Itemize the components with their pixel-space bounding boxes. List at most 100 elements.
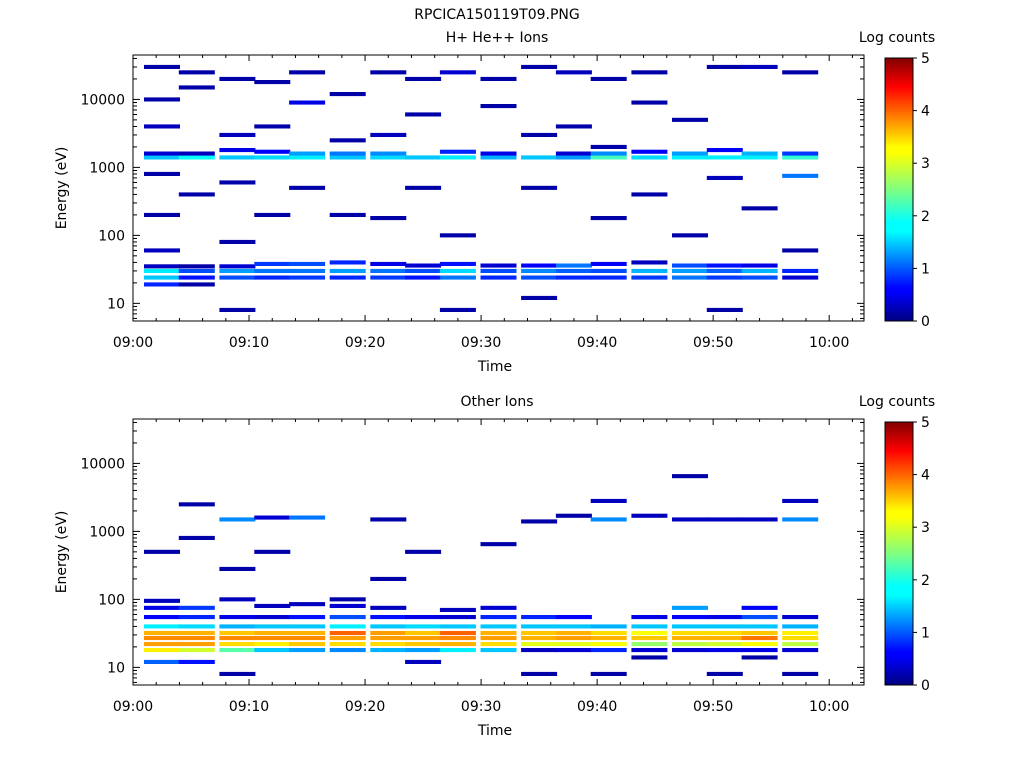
- heatmap-cell: [329, 624, 366, 629]
- heatmap-cell: [521, 155, 558, 160]
- heatmap-cell: [405, 624, 442, 629]
- heatmap-cell: [782, 155, 819, 160]
- heatmap-cell: [219, 268, 256, 273]
- heatmap-cell: [329, 636, 366, 641]
- heatmap-cell: [405, 185, 442, 190]
- heatmap-cell: [439, 70, 476, 75]
- heatmap-cell: [144, 624, 180, 629]
- heatmap-cell: [741, 517, 778, 522]
- heatmap-cell: [672, 631, 708, 636]
- heatmap-cell: [178, 268, 215, 273]
- heatmap-cell: [480, 631, 517, 636]
- heatmap-cells: [144, 64, 819, 312]
- heatmap-cell: [254, 155, 291, 160]
- heatmap-cell: [555, 155, 592, 160]
- panel-title: Other Ions: [460, 394, 533, 410]
- x-tick-label: 09:30: [461, 335, 501, 351]
- x-tick-label: 09:10: [229, 335, 269, 351]
- colorbar-tick-label: 0: [921, 678, 930, 694]
- heatmap-cell: [219, 671, 256, 676]
- heatmap-cell: [370, 268, 407, 273]
- heatmap-cell: [219, 631, 256, 636]
- heatmap-cell: [329, 648, 366, 653]
- heatmap-cell: [631, 70, 668, 75]
- x-tick-label: 09:10: [229, 699, 269, 715]
- heatmap-cell: [370, 70, 407, 75]
- y-tick-label: 10000: [80, 456, 125, 472]
- heatmap-cell: [219, 648, 256, 653]
- heatmap-cell: [289, 275, 326, 280]
- heatmap-cell: [370, 631, 407, 636]
- heatmap-cell: [706, 636, 743, 641]
- heatmap-cell: [782, 173, 819, 178]
- heatmap-cell: [782, 248, 819, 253]
- heatmap-cell: [254, 615, 291, 620]
- heatmap-cell: [405, 268, 442, 273]
- heatmap-cell: [329, 642, 366, 647]
- heatmap-cell: [439, 268, 476, 273]
- colorbar-tick-label: 4: [921, 104, 930, 120]
- y-tick-label: 100: [98, 228, 125, 244]
- heatmap-cell: [706, 648, 743, 653]
- heatmap-cell: [480, 615, 517, 620]
- heatmap-cell: [631, 260, 668, 265]
- heatmap-cell: [741, 64, 778, 69]
- heatmap-cell: [144, 631, 180, 636]
- heatmap-cell: [254, 149, 291, 154]
- heatmap-cell: [254, 642, 291, 647]
- heatmap-cell: [439, 631, 476, 636]
- colorbar: [884, 421, 914, 686]
- heatmap-cell: [706, 307, 743, 312]
- heatmap-cell: [144, 648, 180, 653]
- heatmap-cell: [329, 631, 366, 636]
- heatmap-cell: [555, 124, 592, 129]
- heatmap-cell: [590, 517, 627, 522]
- heatmap-cell: [144, 659, 180, 664]
- heatmap-cell: [590, 648, 627, 653]
- y-tick-label: 1000: [89, 160, 125, 176]
- heatmap-cell: [144, 282, 180, 287]
- heatmap-cell: [144, 151, 180, 156]
- heatmap-cell: [741, 636, 778, 641]
- y-tick-label: 10000: [80, 92, 125, 108]
- heatmap-cell: [329, 615, 366, 620]
- heatmap-cell: [480, 624, 517, 629]
- heatmap-cell: [741, 155, 778, 160]
- heatmap-cell: [178, 192, 215, 197]
- heatmap-cell: [254, 80, 291, 85]
- colorbar-tick-label: 5: [921, 415, 930, 431]
- x-tick-label: 09:20: [345, 699, 385, 715]
- heatmap-cell: [439, 149, 476, 154]
- heatmap-cell: [439, 636, 476, 641]
- heatmap-cell: [254, 624, 291, 629]
- heatmap-cell: [178, 605, 215, 610]
- heatmap-cell: [521, 64, 558, 69]
- heatmap-cell: [370, 261, 407, 266]
- heatmap-cell: [521, 671, 558, 676]
- heatmap-cell: [521, 275, 558, 280]
- colorbar-tick-label: 0: [921, 314, 930, 330]
- x-tick-label: 09:40: [577, 335, 617, 351]
- x-tick-label: 09:00: [113, 335, 153, 351]
- heatmap-cell: [405, 112, 442, 117]
- heatmap-cell: [329, 151, 366, 156]
- heatmap-cell: [672, 517, 708, 522]
- heatmap-cell: [370, 216, 407, 221]
- heatmap-cell: [741, 642, 778, 647]
- x-axis-label: Time: [477, 723, 512, 739]
- heatmap-cell: [178, 631, 215, 636]
- colorbar-tick-label: 3: [921, 156, 930, 172]
- heatmap-cell: [741, 275, 778, 280]
- heatmap-cell: [590, 144, 627, 149]
- heatmap-cell: [782, 671, 819, 676]
- heatmap-cell: [178, 659, 215, 664]
- heatmap-cell: [782, 268, 819, 273]
- heatmap-cell: [672, 474, 708, 479]
- heatmap-cell: [370, 275, 407, 280]
- colorbar-tick-label: 4: [921, 468, 930, 484]
- heatmap-cell: [370, 155, 407, 160]
- heatmap-cell: [254, 648, 291, 653]
- heatmap-cell: [178, 282, 215, 287]
- x-tick-label: 09:00: [113, 699, 153, 715]
